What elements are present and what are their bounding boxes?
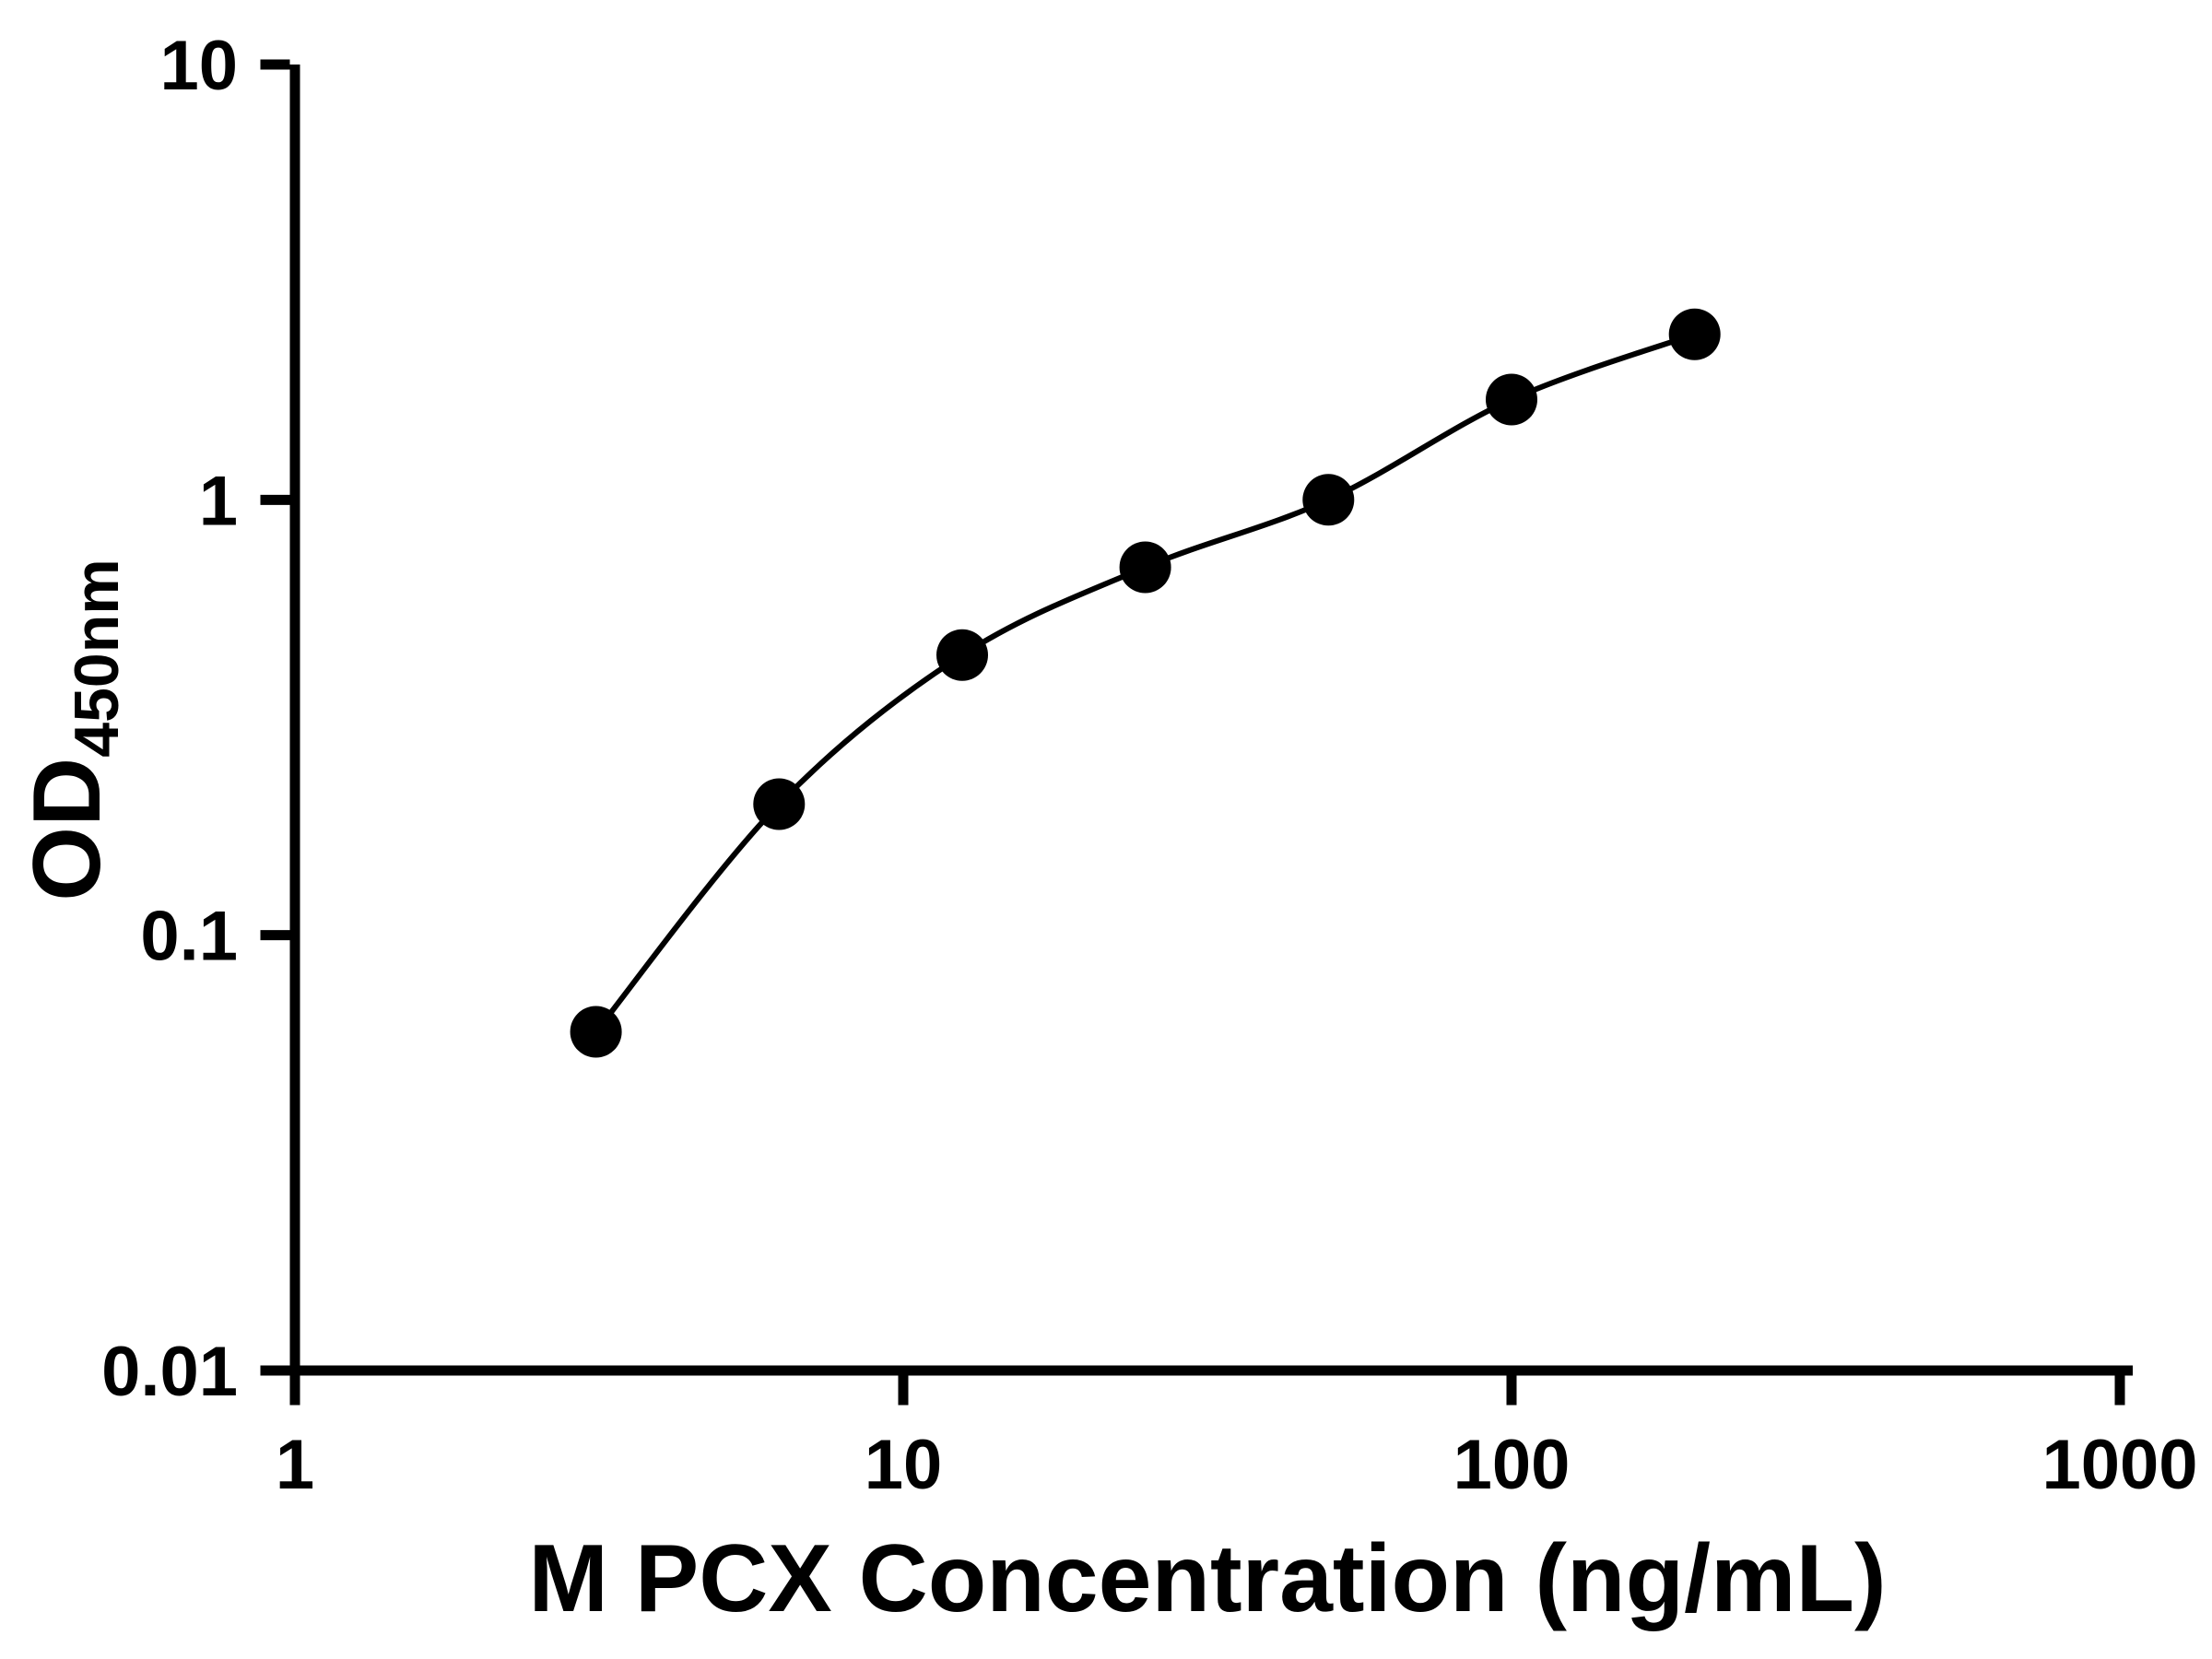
data-points bbox=[570, 308, 1721, 1058]
axes: 1 10 100 1000 10 1 0.1 0.01 bbox=[101, 27, 2197, 1504]
y-axis-tick-label: 0.1 bbox=[140, 898, 238, 976]
x-axis-tick-label: 1 bbox=[276, 1426, 314, 1504]
y-axis-tick-label: 1 bbox=[199, 462, 238, 540]
standard-curve-line bbox=[594, 331, 1696, 1034]
y-axis-tick-label: 0.01 bbox=[101, 1333, 238, 1411]
y-axis-label-main: OD bbox=[14, 758, 121, 901]
data-point bbox=[570, 1006, 622, 1058]
x-axis-tick-label: 1000 bbox=[2041, 1426, 2197, 1504]
data-point bbox=[1302, 474, 1355, 526]
data-point bbox=[1119, 541, 1171, 594]
x-axis-tick-label: 10 bbox=[865, 1426, 943, 1504]
data-point bbox=[1486, 373, 1537, 426]
y-axis-label: OD450nm bbox=[14, 559, 132, 900]
data-point bbox=[753, 778, 806, 830]
x-axis-label: M PCX Concentration (ng/mL) bbox=[528, 1525, 1886, 1632]
y-axis-tick-label: 10 bbox=[159, 27, 238, 105]
x-axis-tick-label: 100 bbox=[1453, 1426, 1571, 1504]
y-axis-label-subscript: 450nm bbox=[62, 559, 132, 757]
data-point bbox=[1668, 308, 1721, 360]
data-point bbox=[936, 629, 988, 681]
plot-area bbox=[570, 308, 1721, 1058]
